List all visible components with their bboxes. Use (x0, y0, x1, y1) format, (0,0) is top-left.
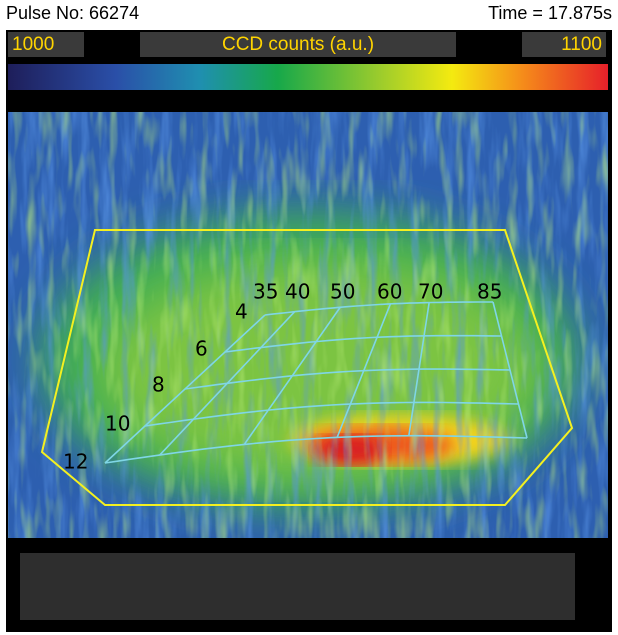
row-label: 6 (195, 337, 208, 361)
time-label: Time = 17.875s (488, 3, 612, 23)
colorbar-min: 1000 (12, 34, 54, 55)
column-label: 60 (377, 280, 402, 304)
info-panel (20, 553, 575, 620)
pulse-label: Pulse No: 66274 (6, 3, 139, 23)
row-label: 12 (63, 450, 88, 474)
ccd-image (8, 112, 608, 538)
column-label: 35 (253, 280, 278, 304)
column-label: 50 (330, 280, 355, 304)
ccd-frame: Pulse No: 66274 Time = 17.875s 1000 CCD … (0, 0, 618, 635)
colorbar-title: CCD counts (a.u.) (222, 34, 374, 55)
colorbar (8, 64, 608, 90)
column-label: 40 (285, 280, 310, 304)
column-label: 85 (477, 280, 502, 304)
row-label: 10 (105, 412, 130, 436)
colorbar-max: 1100 (561, 34, 602, 55)
row-label: 8 (152, 373, 165, 397)
row-label: 4 (235, 300, 248, 324)
column-label: 70 (418, 280, 443, 304)
